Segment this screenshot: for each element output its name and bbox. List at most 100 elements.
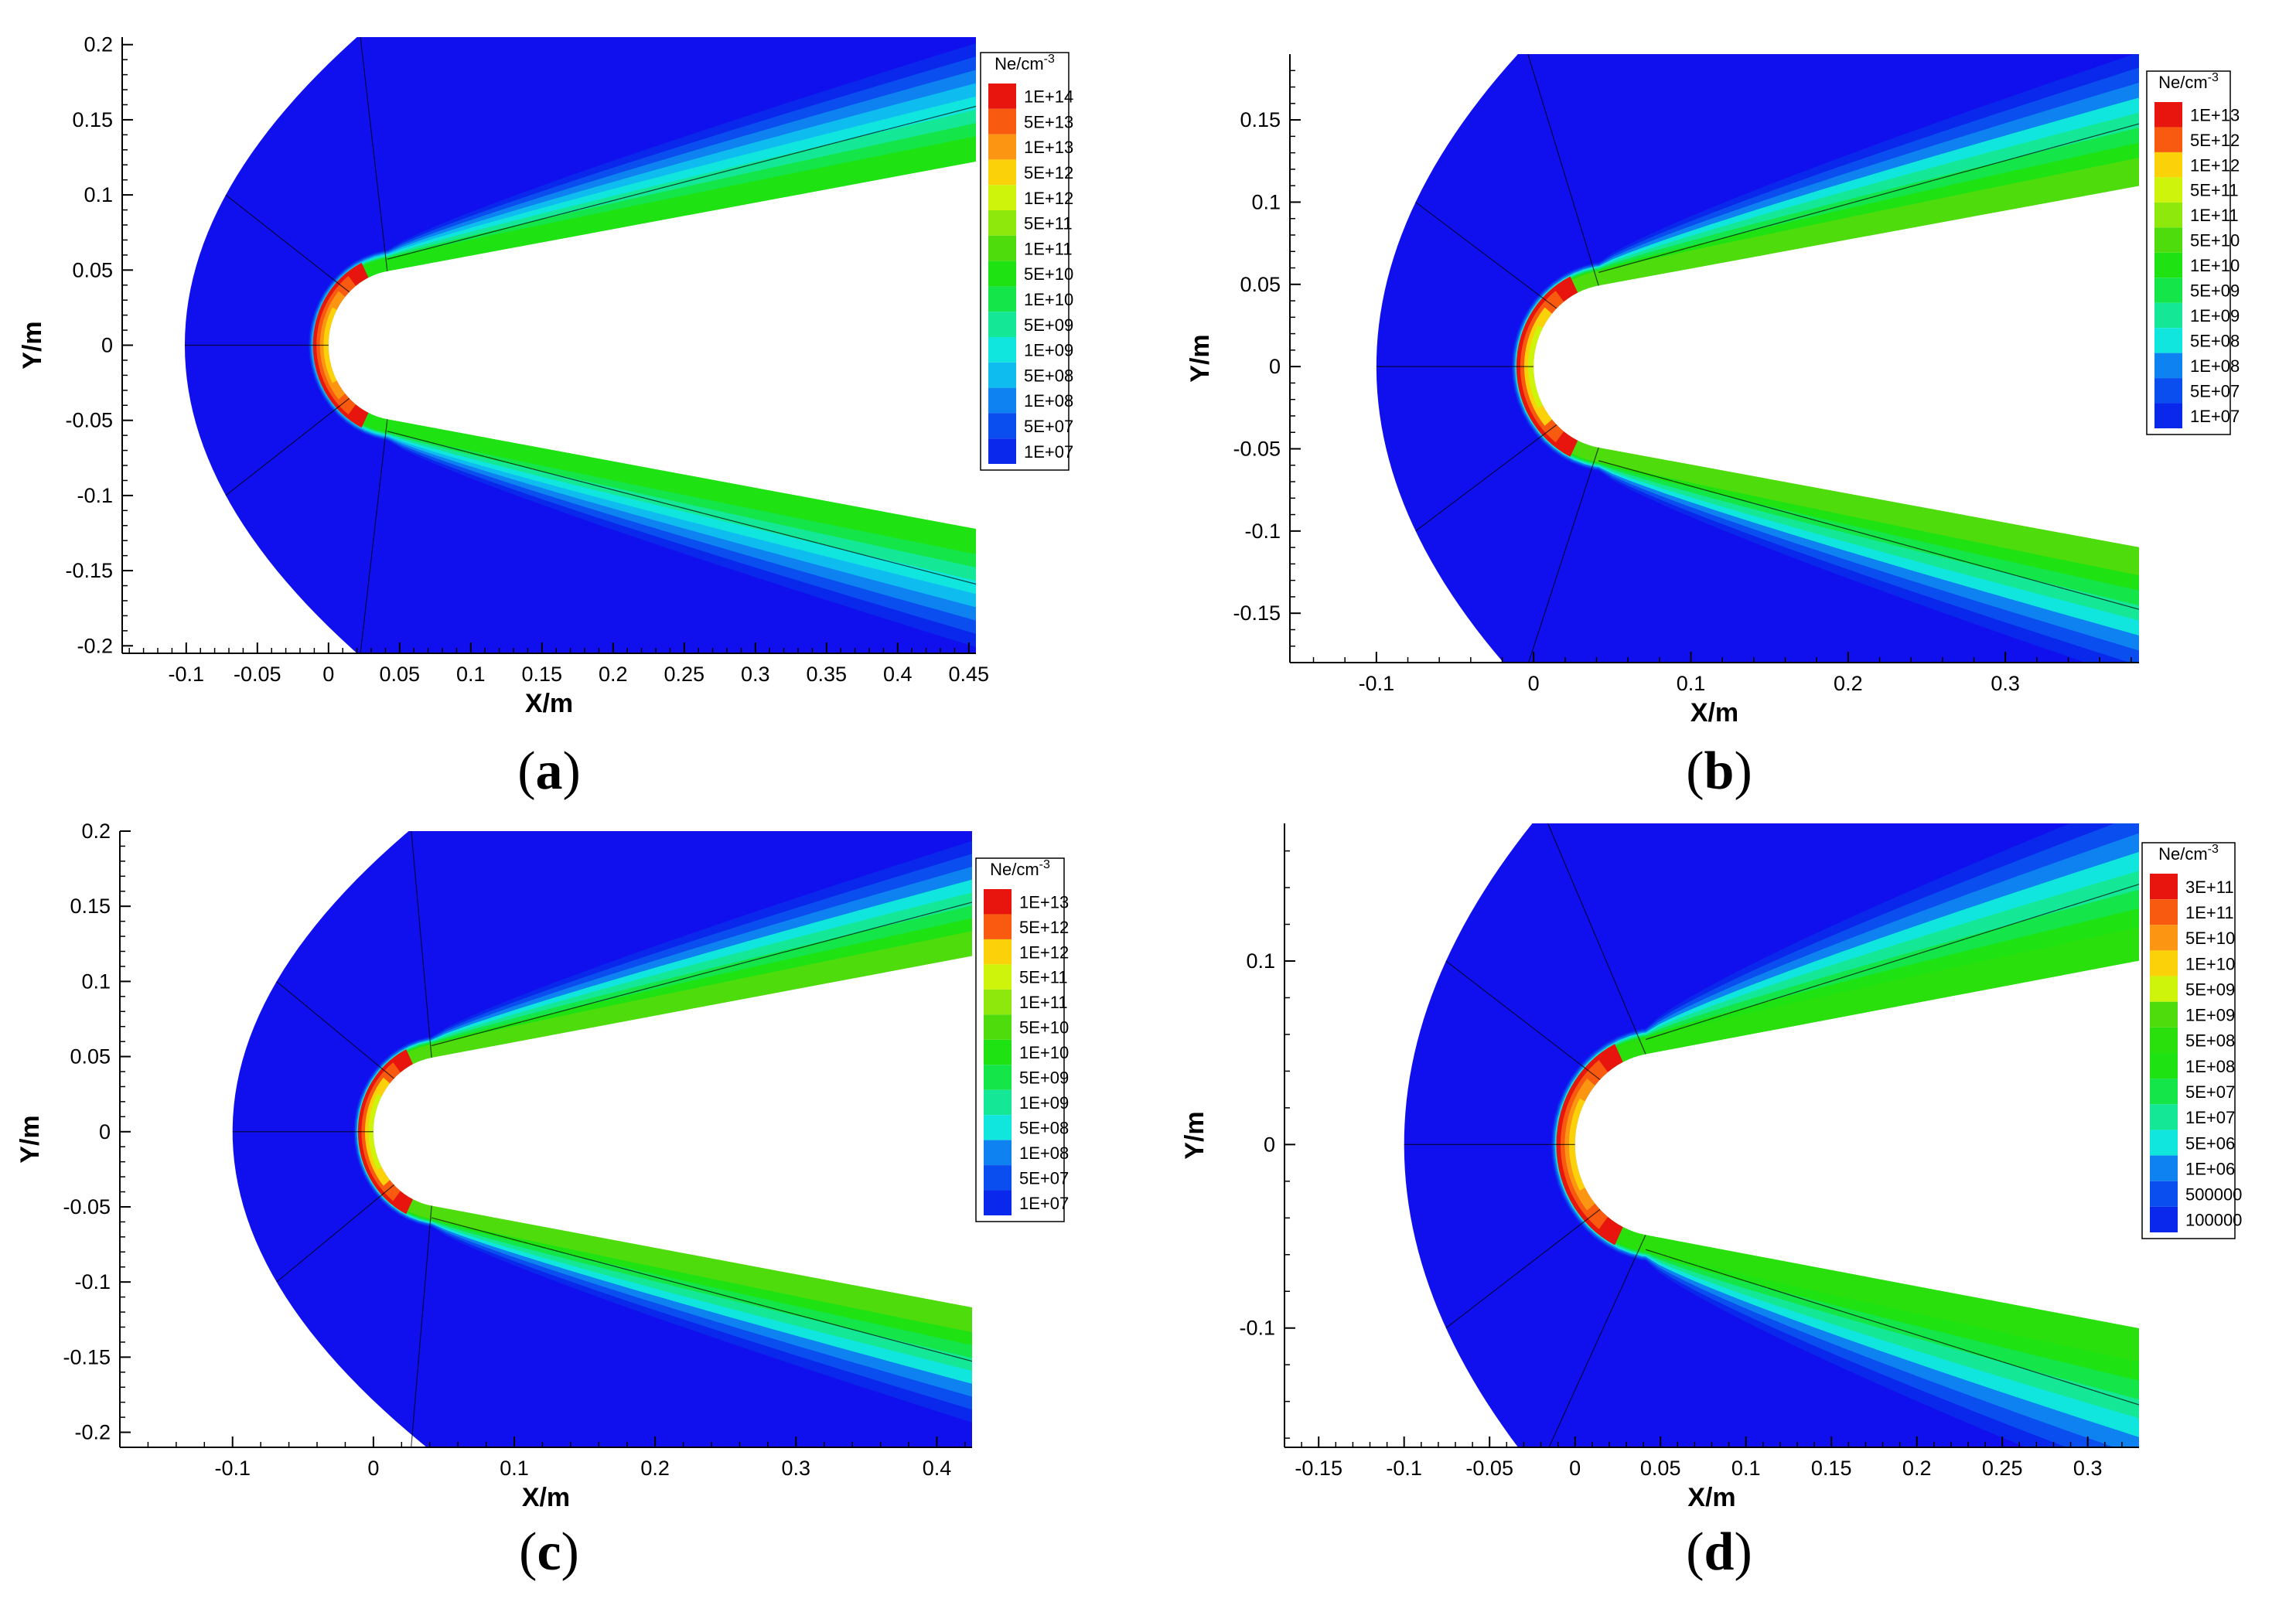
legend-label: 5E+11 bbox=[2190, 181, 2239, 200]
legend-label: 5E+08 bbox=[2185, 1031, 2235, 1051]
legend-swatch bbox=[2150, 1130, 2178, 1156]
vehicle-body bbox=[328, 161, 976, 530]
y-tick-label: 0.15 bbox=[1240, 108, 1281, 131]
contour-field bbox=[1404, 823, 2139, 1447]
y-tick-label: -0.1 bbox=[77, 484, 113, 507]
stagnation-band bbox=[316, 275, 357, 415]
legend-label: 1E+11 bbox=[1024, 239, 1073, 258]
legend-label: 5E+09 bbox=[1024, 315, 1073, 335]
legend-label: 1E+08 bbox=[1019, 1143, 1069, 1163]
legend-label: 1E+07 bbox=[2190, 407, 2240, 426]
y-tick-label: 0 bbox=[1269, 355, 1281, 378]
stagnation-band bbox=[1564, 1078, 1595, 1211]
x-tick-label: 0.2 bbox=[1834, 672, 1863, 695]
x-tick-label: -0.15 bbox=[1295, 1457, 1342, 1480]
legend-label: 5E+10 bbox=[1019, 1018, 1069, 1038]
x-tick-label: 0.1 bbox=[500, 1457, 529, 1480]
legend-swatch bbox=[988, 185, 1016, 210]
legend-label: 5E+07 bbox=[1024, 417, 1073, 436]
x-axis-title: X/m bbox=[1687, 1483, 1735, 1512]
grid-block-line bbox=[360, 37, 388, 271]
legend-label: 5E+12 bbox=[2190, 131, 2240, 150]
legend-label: 5E+08 bbox=[1024, 366, 1073, 385]
vehicle-body bbox=[1574, 960, 2139, 1329]
legend-swatch bbox=[2154, 177, 2182, 203]
y-tick-label: 0.05 bbox=[1240, 273, 1281, 296]
legend-swatch bbox=[2150, 1104, 2178, 1130]
legend-label: 1E+14 bbox=[1024, 87, 1073, 107]
y-tick-label: 0.1 bbox=[81, 970, 111, 993]
legend-label: 5E+11 bbox=[1024, 214, 1073, 233]
y-tick-label: 0.1 bbox=[1246, 949, 1275, 973]
legend-swatch bbox=[988, 159, 1016, 186]
grid-block-line bbox=[276, 980, 394, 1079]
legend-swatch bbox=[2154, 278, 2182, 303]
grid-block-line bbox=[411, 1205, 432, 1447]
legend-swatch bbox=[984, 939, 1012, 965]
y-tick-label: 0.15 bbox=[72, 108, 113, 131]
legend-label: 5E+12 bbox=[1024, 163, 1073, 182]
legend-swatch bbox=[2154, 302, 2182, 329]
legend-swatch bbox=[2150, 874, 2178, 900]
x-tick-label: 0.2 bbox=[1902, 1457, 1932, 1480]
legend-swatch bbox=[2150, 976, 2178, 1002]
panel-caption: (a) bbox=[517, 741, 581, 801]
legend-label: 5E+09 bbox=[2190, 281, 2240, 301]
legend-swatch bbox=[2150, 1155, 2178, 1181]
legend-swatch bbox=[2154, 127, 2182, 152]
contour-field bbox=[232, 831, 972, 1447]
y-axis-title: Y/m bbox=[15, 1115, 45, 1163]
grid-block-line bbox=[411, 831, 432, 1058]
legend-swatch bbox=[988, 235, 1016, 261]
x-tick-label: 0.15 bbox=[522, 663, 563, 686]
y-tick-label: -0.1 bbox=[1239, 1317, 1275, 1340]
y-tick-label: 0.05 bbox=[70, 1045, 111, 1068]
panel-caption: (d) bbox=[1686, 1522, 1752, 1582]
stagnation-band bbox=[1523, 307, 1552, 426]
legend-swatch bbox=[984, 1115, 1012, 1140]
legend-swatch bbox=[2150, 950, 2178, 976]
panel-b: -0.1 0 0.1 0.2 0.3 0.15 0.1 0.05 0 -0.05 -0.1 -0.15… bbox=[1186, 54, 2240, 801]
panel-a: -0.1 -0.05 0 0.05 0.1 0.15 0.2 0.25 0.3 0.35 0.4 0.… bbox=[18, 33, 1073, 801]
legend-label: 1E+12 bbox=[1024, 189, 1073, 208]
legend-label: 3E+11 bbox=[2185, 878, 2234, 897]
legend-label: 1E+13 bbox=[2190, 105, 2240, 124]
y-tick-label: -0.2 bbox=[74, 1421, 111, 1444]
y-tick-label: -0.05 bbox=[1233, 437, 1281, 460]
x-tick-label: 0 bbox=[1569, 1457, 1581, 1480]
legend-swatch bbox=[2150, 899, 2178, 925]
grid-block-line bbox=[1548, 1234, 1646, 1447]
legend-swatch bbox=[2150, 1181, 2178, 1207]
x-tick-label: -0.1 bbox=[214, 1457, 251, 1480]
y-tick-label: 0 bbox=[101, 334, 113, 357]
legend-label: 1E+10 bbox=[2190, 256, 2240, 275]
legend-swatch bbox=[984, 1014, 1012, 1040]
x-tick-label: 0.3 bbox=[1991, 672, 2020, 695]
legend-label: 1E+11 bbox=[1019, 993, 1068, 1012]
legend-swatch bbox=[988, 312, 1016, 337]
legend-label: 1E+11 bbox=[2185, 903, 2234, 922]
grid-block-line bbox=[431, 901, 972, 1047]
panel-c: -0.1 0 0.1 0.2 0.3 0.4 0.2 0.15 0.1 0.05 0 -0.05 -0.… bbox=[15, 820, 1069, 1582]
legend-swatch bbox=[988, 387, 1016, 414]
stagnation-band bbox=[364, 1077, 391, 1186]
legend-swatch bbox=[984, 1190, 1012, 1215]
legend-label: 5E+10 bbox=[2185, 929, 2235, 948]
legend-swatch bbox=[988, 362, 1016, 388]
contour-field bbox=[184, 37, 976, 653]
grid-block-line bbox=[431, 1217, 972, 1362]
legend-swatch bbox=[988, 83, 1016, 109]
x-tick-label: 0.4 bbox=[883, 663, 913, 686]
legend-swatch bbox=[984, 1039, 1012, 1065]
y-tick-label: 0.1 bbox=[1251, 190, 1281, 213]
legend-label: 1E+10 bbox=[2185, 954, 2235, 973]
y-tick-label: -0.05 bbox=[65, 409, 113, 432]
grid-block-line bbox=[360, 419, 388, 653]
x-tick-label: -0.05 bbox=[234, 663, 281, 686]
legend-swatch bbox=[2150, 1027, 2178, 1053]
x-tick-label: 0.3 bbox=[2073, 1457, 2103, 1480]
legend-swatch bbox=[2154, 152, 2182, 178]
grid-block-line bbox=[225, 194, 350, 293]
legend-swatch bbox=[2150, 1053, 2178, 1079]
